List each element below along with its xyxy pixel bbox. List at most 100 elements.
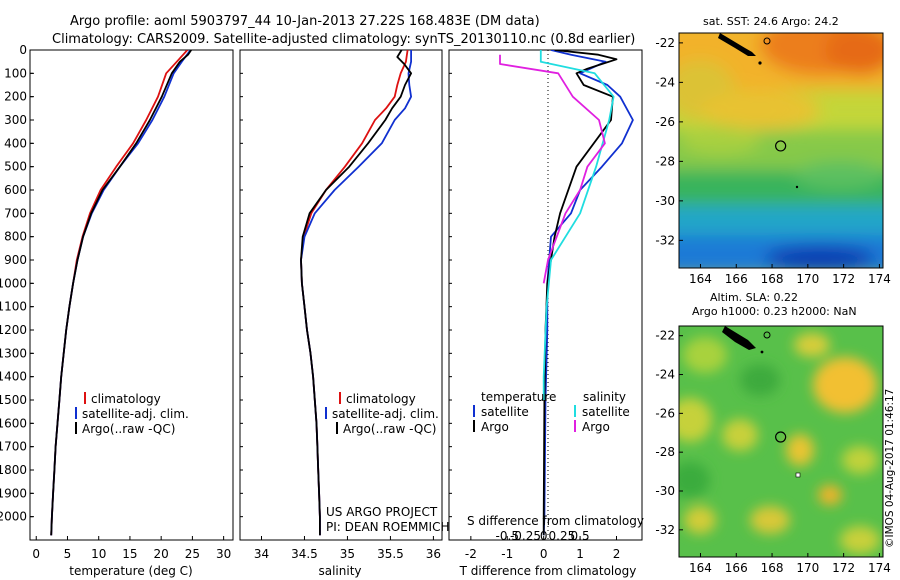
longitude-tick-label: 168: [761, 561, 784, 575]
longitude-tick-label: 168: [761, 272, 784, 286]
legend-label-satellite-adj: satellite-adj. clim.: [332, 407, 439, 421]
x-tick-label: 34: [254, 547, 269, 561]
legend-label-satellite-adj: satellite-adj. clim.: [82, 407, 189, 421]
sla-color-blobs: [679, 333, 880, 554]
island-dot: [758, 61, 762, 65]
x-tick-label: -1: [501, 547, 513, 561]
x-tick-label: 0: [540, 547, 548, 561]
depth-tick-label: 1900: [0, 486, 27, 500]
argo-float-marker: [775, 431, 787, 443]
salinity-axes-frame: [239, 49, 443, 541]
depth-tick-label: 1100: [0, 300, 27, 314]
depth-tick-label: 200: [4, 90, 27, 104]
sla-map-title-line2: Argo h1000: 0.23 h2000: NaN: [692, 305, 857, 318]
x-tick-label: 15: [122, 547, 137, 561]
series-line-argo: [499, 54, 606, 284]
longitude-tick-label: 166: [725, 561, 748, 575]
s-tick-label: 0.25: [549, 529, 576, 543]
series-line-satellite: [542, 50, 634, 536]
sst-map-title: sat. SST: 24.6 Argo: 24.2: [703, 15, 839, 28]
depth-tick-label: 0: [19, 43, 27, 57]
salinity-panel: 34 34.5 35 35.5 36 salinity climatology sate…: [239, 49, 449, 578]
difference-series: [499, 50, 634, 536]
latitude-tick-label: -22: [655, 36, 675, 50]
x-tick-label: 30: [216, 547, 231, 561]
series-line-satellite: [539, 50, 615, 400]
longitude-tick-label: 172: [832, 561, 855, 575]
island-marker: [763, 37, 771, 45]
latitude-tick-label: -28: [655, 445, 675, 459]
latitude-tick-label: -32: [655, 233, 675, 247]
salinity-series: [300, 50, 412, 536]
legend-label-argo: Argo(..raw -QC): [343, 422, 436, 436]
imos-credit: ©IMOS 04-Aug-2017 01:46:17: [884, 389, 896, 548]
argo-float-marker: [775, 140, 787, 152]
depth-tick-label: 100: [4, 66, 27, 80]
s-tick-label: -0.25: [510, 529, 541, 543]
latitude-tick-label: -30: [655, 484, 675, 498]
depth-tick-label: 1000: [0, 276, 27, 290]
longitude-tick-label: 174: [868, 272, 891, 286]
x-tick-label: 5: [64, 547, 72, 561]
sla-map-frame: [678, 325, 884, 558]
figure-title-line1: Argo profile: aoml 5903797_44 10-Jan-201…: [70, 14, 540, 29]
x-tick-label: 10: [91, 547, 106, 561]
x-tick-label: 0: [32, 547, 40, 561]
latitude-tick-label: -30: [655, 194, 675, 208]
temperature-axes-frame: [29, 49, 234, 541]
x-tick-label: 35: [340, 547, 355, 561]
depth-tick-label: 800: [4, 230, 27, 244]
x-tick-label: 2: [613, 547, 621, 561]
depth-tick-label: 600: [4, 183, 27, 197]
new-caledonia-land: [718, 33, 756, 56]
island-marker: [763, 331, 771, 339]
sla-map-axes: 164 166 168 170 172 174 -22 -24 -26 -28 -30 -32: [655, 329, 890, 575]
latitude-tick-label: -28: [655, 154, 675, 168]
temperature-legend: climatology satellite-adj. clim. Argo(..…: [75, 392, 189, 436]
legend-label-climatology: climatology: [346, 392, 416, 406]
sst-field: [679, 33, 883, 268]
series-line-argo-raw-qc-: [50, 50, 192, 536]
sla-map-title-line1: Altim. SLA: 0.22: [710, 291, 798, 304]
island-dot: [795, 185, 799, 189]
x-tick-label: 20: [154, 547, 169, 561]
depth-tick-label: 1400: [0, 370, 27, 384]
difference-legend: temperature salinity satellite Argo sate…: [473, 390, 630, 434]
x-tick-label: -2: [465, 547, 477, 561]
depth-tick-label: 2000: [0, 510, 27, 524]
s-tick-label: 0: [540, 529, 548, 543]
x-tick-label: 1: [576, 547, 584, 561]
sst-map-frame: [678, 32, 884, 269]
x-tick-label: 34.5: [291, 547, 318, 561]
temperature-panel: 0100200300400500600700800900100011001200…: [0, 43, 234, 578]
longitude-tick-label: 164: [689, 272, 712, 286]
s-tick-label: 0.5: [571, 529, 590, 543]
x-tick-label: 36: [426, 547, 441, 561]
depth-tick-label: 1800: [0, 463, 27, 477]
x-tick-label: 35.5: [377, 547, 404, 561]
depth-tick-label: 1300: [0, 346, 27, 360]
longitude-tick-label: 164: [689, 561, 712, 575]
depth-tick-label: 700: [4, 206, 27, 220]
latitude-tick-label: -24: [655, 368, 675, 382]
t-difference-label: T difference from climatology: [459, 564, 637, 578]
legend-label-s-satellite: satellite: [582, 405, 630, 419]
longitude-tick-label: 170: [796, 561, 819, 575]
difference-panel: -2 -1 0 1 2-0.5-0.250 0.250.5 S difference fr…: [448, 49, 644, 578]
x-tick-label: 25: [185, 547, 200, 561]
sla-field: [679, 326, 883, 557]
sst-map-axes: 164 166 168 170 172 174 -22 -24 -26 -28 -30 -32: [655, 36, 890, 286]
depth-tick-label: 1600: [0, 416, 27, 430]
series-line-argo-raw-qc-: [300, 50, 412, 536]
legend-label-t-argo: Argo: [481, 420, 509, 434]
temperature-x-label: temperature (deg C): [69, 564, 192, 578]
sst-map-panel: sat. SST: 24.6 Argo: 24.2: [655, 15, 890, 286]
longitude-tick-label: 174: [868, 561, 891, 575]
longitude-tick-label: 172: [832, 272, 855, 286]
sst-color-blobs: [679, 33, 883, 268]
island-dot: [795, 472, 801, 478]
depth-axis: 0 100 200 300 400 500 600 700 800 900 1000 1100 1200…: [0, 43, 34, 524]
temperature-x-axis: 0 5 10 15 20 25 30: [30, 49, 231, 561]
island-dot: [760, 350, 764, 354]
